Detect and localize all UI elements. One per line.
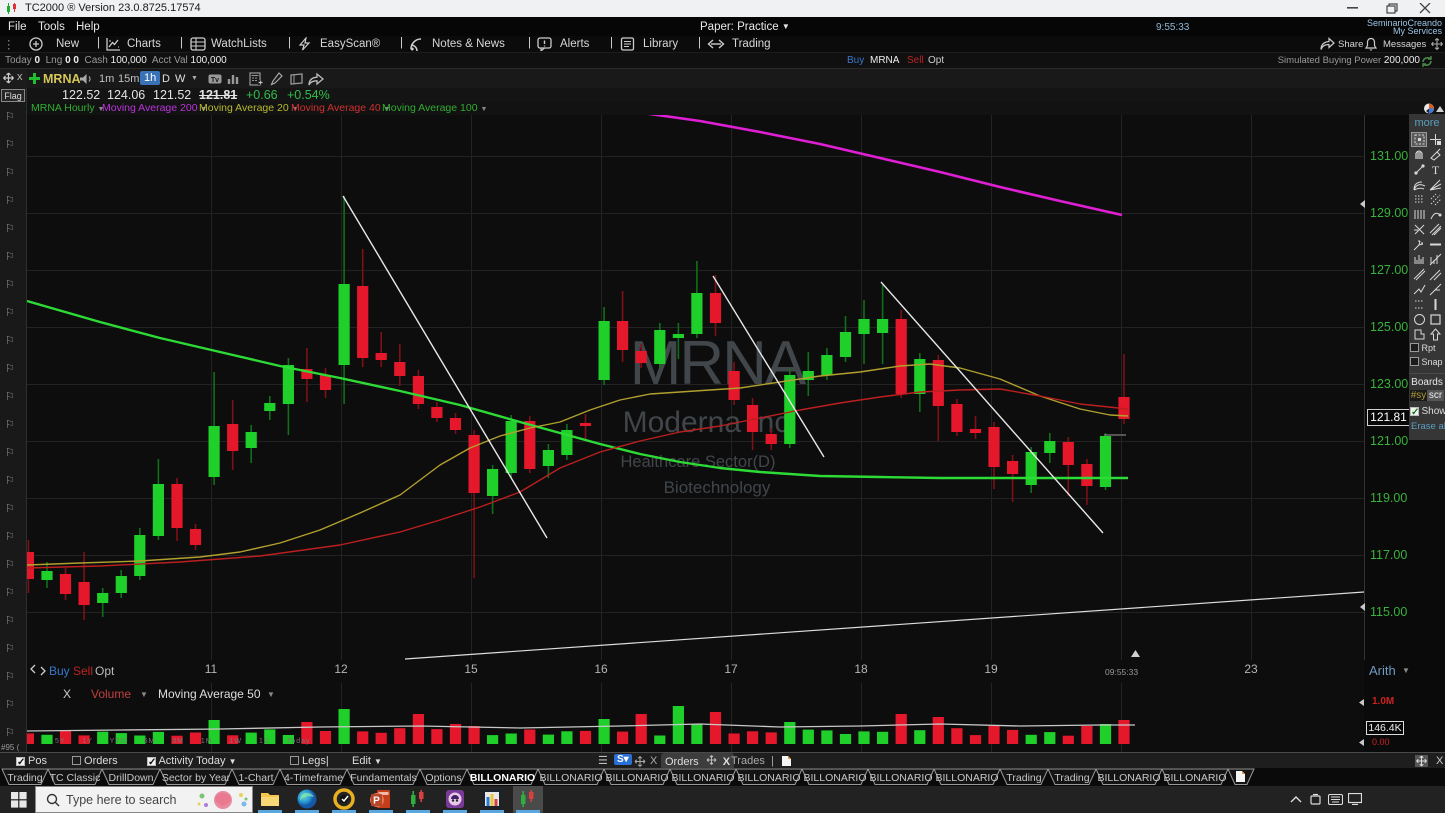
svg-text:BILLONARIO: BILLONARIO xyxy=(737,772,800,784)
svg-text:Options: Options xyxy=(425,772,461,784)
svg-text:BILLONARIO: BILLONARIO xyxy=(539,772,602,784)
svg-text:BILLONARIO: BILLONARIO xyxy=(935,772,998,784)
svg-text:Moderna Inc: Moderna Inc xyxy=(623,406,790,439)
svg-text:BILLONARIO: BILLONARIO xyxy=(869,772,932,784)
svg-text:DrillDown: DrillDown xyxy=(109,772,154,784)
svg-text:Trading: Trading xyxy=(7,772,42,784)
svg-text:BILLONARIO: BILLONARIO xyxy=(605,772,668,784)
svg-text:Biotechnology: Biotechnology xyxy=(664,478,771,497)
svg-text:T: T xyxy=(1431,163,1439,176)
svg-text:BILLONARIO: BILLONARIO xyxy=(803,772,866,784)
svg-text:1-Chart: 1-Chart xyxy=(238,772,273,784)
svg-text:BILLONARIO: BILLONARIO xyxy=(1163,772,1226,784)
svg-text:BILLONARIO: BILLONARIO xyxy=(1097,772,1160,784)
svg-text:Fundamentals: Fundamentals xyxy=(350,772,417,784)
svg-text:BILLONARIO: BILLONARIO xyxy=(671,772,734,784)
svg-text:TC Classic: TC Classic xyxy=(50,772,101,784)
svg-text:Sector by Year: Sector by Year xyxy=(162,772,231,784)
svg-text:Trading: Trading xyxy=(1006,772,1041,784)
svg-text:Tv: Tv xyxy=(211,77,219,84)
svg-text:BILLONARIO: BILLONARIO xyxy=(470,772,535,784)
svg-text:4-Timeframe: 4-Timeframe xyxy=(284,772,343,784)
svg-text:Trading: Trading xyxy=(1054,772,1089,784)
svg-text:P: P xyxy=(373,796,380,807)
